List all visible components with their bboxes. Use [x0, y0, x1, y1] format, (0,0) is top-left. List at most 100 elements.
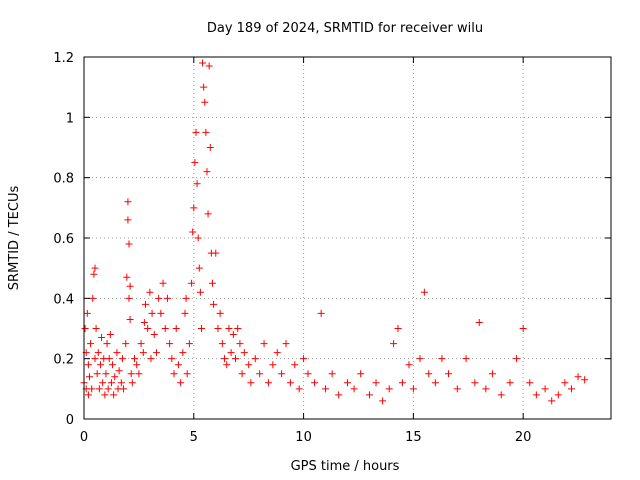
data-point [295, 385, 303, 393]
data-point [420, 288, 428, 296]
data-point [197, 325, 205, 332]
data-point [85, 373, 93, 381]
data-point [196, 288, 204, 296]
data-point [227, 349, 235, 357]
data-point [190, 204, 198, 212]
data-point [506, 379, 514, 387]
data-point [122, 340, 130, 348]
data-point [260, 340, 268, 348]
data-point [150, 331, 158, 339]
data-point [179, 349, 187, 357]
data-point [147, 355, 155, 363]
data-point [519, 325, 527, 332]
data-point [335, 391, 343, 399]
data-point [88, 385, 96, 393]
data-point [462, 355, 470, 363]
data-point [140, 318, 148, 326]
data-point [554, 391, 562, 399]
data-point [161, 325, 169, 332]
data-point [344, 379, 351, 387]
data-point [282, 340, 290, 348]
data-point [135, 370, 143, 378]
data-point [304, 370, 312, 378]
data-point [191, 159, 199, 167]
data-point [245, 361, 253, 369]
data-point [98, 334, 106, 342]
data-point [182, 294, 190, 302]
data-point [157, 309, 165, 317]
data-point [532, 391, 540, 399]
data-point [141, 300, 149, 308]
data-point [513, 355, 521, 363]
data-point [205, 62, 213, 70]
data-point [163, 294, 171, 302]
data-point [105, 355, 113, 363]
data-point [195, 264, 203, 272]
y-tick-label: 0 [66, 413, 74, 428]
data-point [223, 361, 231, 369]
data-point [229, 331, 237, 339]
y-tick-label: 0.6 [53, 232, 74, 247]
data-point [83, 309, 91, 317]
data-point [84, 361, 92, 369]
data-point [372, 379, 380, 387]
grid-layer [84, 57, 611, 419]
data-point [199, 59, 207, 67]
data-point [238, 370, 246, 378]
data-point [90, 270, 98, 278]
data-point [488, 370, 496, 378]
data-point [269, 361, 277, 369]
data-point [96, 361, 104, 369]
data-point [398, 379, 406, 387]
data-point [127, 370, 135, 378]
data-point [416, 355, 424, 363]
data-point [126, 282, 134, 290]
data-point [204, 210, 212, 218]
data-point [236, 340, 244, 348]
y-tick-label: 1.2 [53, 51, 74, 66]
data-point [561, 379, 569, 387]
data-point [168, 355, 176, 363]
data-point [131, 355, 139, 363]
y-tick-label: 1 [66, 111, 74, 126]
data-point [109, 361, 117, 369]
y-tick-label: 0.4 [53, 292, 74, 307]
data-point [193, 180, 201, 188]
data-point [91, 264, 99, 272]
data-point [124, 216, 132, 224]
data-point [328, 370, 336, 378]
data-point [128, 379, 136, 387]
data-point [311, 379, 319, 387]
data-point [159, 279, 167, 287]
data-point [177, 379, 185, 387]
data-point [174, 361, 182, 369]
data-point [87, 340, 95, 348]
data-point [379, 397, 387, 405]
data-point [232, 355, 240, 363]
x-tick-label: 0 [80, 430, 88, 445]
data-point [221, 355, 229, 363]
data-point [541, 385, 549, 393]
data-point [118, 355, 126, 363]
data-point [91, 355, 99, 363]
data-point [188, 279, 196, 287]
y-axis-label: SRMTID / TECUs [7, 186, 22, 291]
data-point [170, 370, 178, 378]
data-point [144, 325, 152, 332]
data-point [84, 391, 92, 399]
data-point [471, 379, 479, 387]
data-point [234, 325, 242, 332]
data-point [133, 361, 141, 369]
data-point [146, 288, 154, 296]
data-point [125, 240, 133, 248]
data-point [365, 391, 373, 399]
data-point [101, 391, 109, 399]
data-point [350, 385, 358, 393]
data-point [81, 325, 89, 332]
data-point [126, 315, 134, 323]
data-point [99, 379, 107, 387]
data-point [210, 300, 218, 308]
data-point [225, 325, 233, 332]
data-point [453, 385, 461, 393]
